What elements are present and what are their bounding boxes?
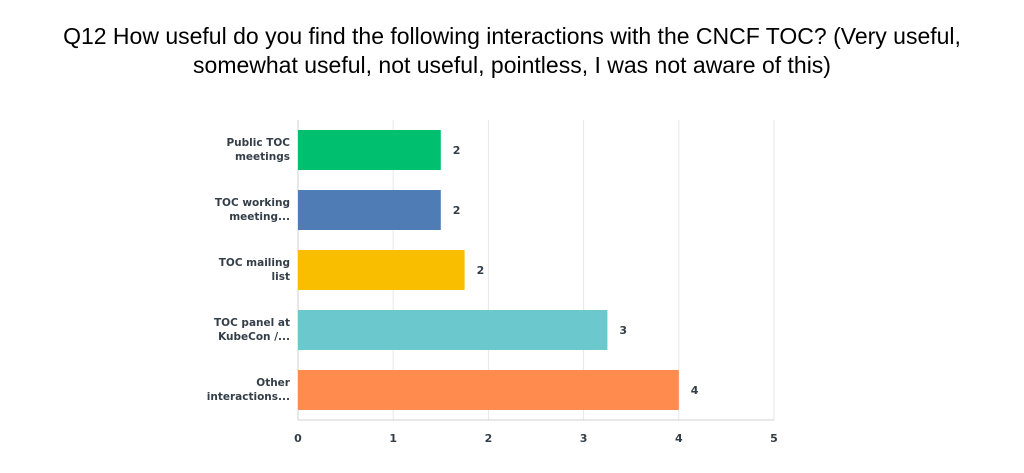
bar — [298, 190, 441, 230]
category-label: Other — [256, 377, 291, 389]
category-label: TOC panel at — [214, 317, 290, 329]
bar — [298, 130, 441, 170]
x-tick-label: 0 — [294, 432, 302, 445]
category-label: TOC mailing — [219, 257, 290, 269]
category-label: meetings — [235, 151, 290, 163]
bar — [298, 370, 679, 410]
bar — [298, 250, 465, 290]
x-tick-label: 2 — [485, 432, 493, 445]
data-label: 2 — [453, 144, 461, 157]
chart-title: Q12 How useful do you find the following… — [0, 22, 1024, 80]
category-label: interactions... — [207, 391, 290, 403]
data-label: 2 — [477, 264, 485, 277]
category-label: Public TOC — [226, 137, 290, 149]
bar — [298, 310, 608, 350]
x-tick-label: 3 — [580, 432, 588, 445]
chart-title-line-2: somewhat useful, not useful, pointless, … — [193, 52, 831, 78]
category-label: list — [272, 271, 290, 283]
data-label: 4 — [691, 384, 699, 397]
category-label: KubeCon /... — [218, 331, 290, 343]
chart-title-line-1: Q12 How useful do you find the following… — [63, 23, 961, 49]
x-tick-label: 4 — [675, 432, 683, 445]
data-label: 2 — [453, 204, 461, 217]
data-label: 3 — [619, 324, 627, 337]
category-label: TOC working — [215, 197, 290, 209]
x-tick-label: 1 — [389, 432, 397, 445]
x-tick-label: 5 — [770, 432, 778, 445]
category-label: meeting... — [229, 211, 290, 223]
